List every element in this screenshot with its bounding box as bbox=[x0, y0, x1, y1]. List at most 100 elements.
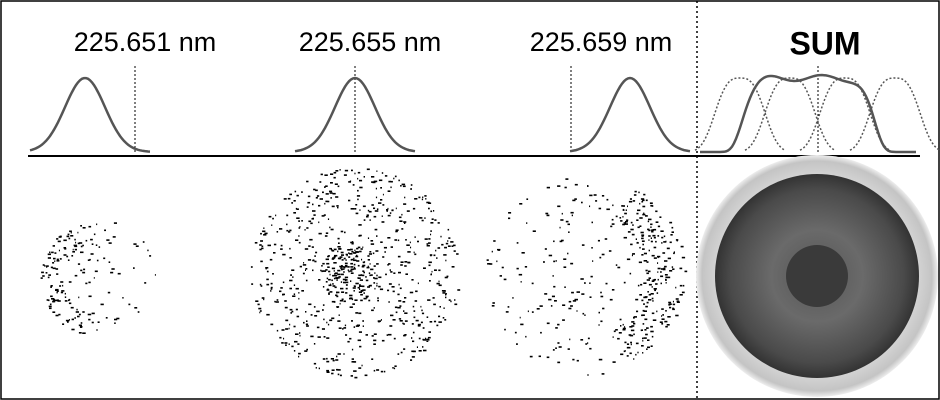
photon-dot bbox=[349, 270, 353, 272]
photon-dot bbox=[351, 241, 354, 243]
photon-dot bbox=[364, 374, 368, 377]
photon-dot bbox=[399, 305, 402, 307]
photon-dot bbox=[67, 259, 70, 261]
photon-dot bbox=[378, 276, 382, 279]
photon-dot bbox=[512, 297, 514, 299]
photon-dot bbox=[425, 198, 427, 200]
photon-dot bbox=[309, 238, 313, 241]
photon-dot bbox=[327, 200, 330, 203]
photon-dot bbox=[334, 272, 338, 274]
photon-dot bbox=[642, 337, 644, 340]
photon-dot bbox=[353, 259, 357, 262]
photon-dot bbox=[337, 237, 340, 240]
photon-dot bbox=[457, 289, 461, 291]
photon-dot bbox=[295, 308, 298, 311]
photon-dot bbox=[122, 297, 124, 299]
photon-dot bbox=[370, 243, 375, 245]
photon-dot bbox=[598, 207, 602, 210]
photon-dot bbox=[48, 274, 51, 276]
photon-dot bbox=[382, 204, 385, 206]
photon-dot bbox=[589, 282, 591, 284]
photon-dot bbox=[544, 248, 547, 250]
photon-dot bbox=[587, 374, 589, 376]
photon-dot bbox=[303, 321, 305, 324]
photon-dot bbox=[353, 257, 355, 260]
photon-dot bbox=[598, 324, 600, 326]
photon-dot bbox=[305, 311, 307, 313]
photon-dot bbox=[652, 319, 657, 321]
photon-dot bbox=[434, 269, 437, 271]
photon-dot bbox=[362, 264, 366, 267]
photon-dot bbox=[47, 253, 51, 256]
photon-dot bbox=[293, 200, 296, 202]
photon-dot bbox=[646, 348, 648, 350]
photon-dot bbox=[48, 299, 50, 302]
photon-dot bbox=[308, 303, 312, 306]
photon-dot bbox=[438, 284, 442, 287]
photon-dot bbox=[526, 222, 528, 224]
photon-dot bbox=[551, 295, 555, 298]
photon-dot bbox=[567, 223, 570, 226]
photon-dot bbox=[661, 315, 663, 317]
photon-dot bbox=[375, 187, 377, 190]
photon-dot bbox=[332, 285, 336, 287]
photon-dot bbox=[351, 358, 354, 360]
photon-dot bbox=[645, 333, 648, 336]
photon-dot bbox=[574, 198, 577, 200]
photon-dot bbox=[308, 220, 312, 223]
photon-dot bbox=[433, 210, 435, 212]
photon-dot bbox=[301, 191, 303, 193]
photon-dot bbox=[255, 300, 259, 302]
photon-dot bbox=[641, 329, 643, 331]
photon-dot bbox=[57, 240, 61, 243]
photon-dot bbox=[326, 370, 329, 373]
photon-dot bbox=[336, 291, 340, 294]
photon-dot bbox=[642, 314, 645, 316]
photon-dot bbox=[261, 297, 265, 299]
photon-dot bbox=[672, 303, 676, 306]
photon-dot bbox=[306, 325, 309, 327]
photon-dot bbox=[536, 308, 540, 310]
photon-dot bbox=[404, 334, 407, 336]
photon-dot bbox=[421, 312, 425, 315]
photon-dot bbox=[635, 298, 639, 301]
photon-dot bbox=[422, 196, 424, 199]
photon-dot bbox=[412, 350, 416, 353]
photon-dot bbox=[322, 304, 325, 306]
photon-dot bbox=[362, 205, 366, 208]
photon-dot bbox=[345, 287, 348, 290]
photon-dot bbox=[329, 190, 333, 193]
photon-dot bbox=[293, 284, 296, 286]
photon-dot bbox=[423, 267, 426, 269]
photon-dot bbox=[403, 323, 405, 325]
photon-dot bbox=[289, 247, 291, 250]
photon-dot bbox=[661, 323, 664, 325]
photon-dot bbox=[335, 170, 339, 172]
photon-dot bbox=[301, 290, 304, 292]
photon-dot bbox=[302, 272, 305, 275]
photon-dot bbox=[412, 340, 415, 343]
photon-dot bbox=[657, 267, 661, 270]
photon-dot bbox=[320, 269, 322, 272]
photon-dot bbox=[325, 281, 328, 283]
photon-dot bbox=[606, 198, 609, 201]
photon-dot bbox=[373, 265, 376, 267]
photon-dot bbox=[622, 323, 624, 326]
photon-dot bbox=[46, 265, 49, 267]
photon-dot bbox=[445, 296, 447, 299]
photon-dot bbox=[310, 222, 313, 225]
photon-dot bbox=[454, 299, 456, 301]
photon-dot bbox=[298, 220, 300, 222]
photon-dot bbox=[280, 244, 283, 247]
photon-dot bbox=[394, 175, 397, 178]
photon-dot bbox=[343, 257, 346, 260]
photon-dot bbox=[664, 260, 668, 262]
photon-dot bbox=[338, 327, 342, 329]
photon-dot bbox=[296, 217, 300, 219]
photon-dot bbox=[359, 250, 362, 253]
photon-dot bbox=[433, 254, 436, 257]
photon-dot bbox=[298, 241, 301, 244]
photon-dot bbox=[544, 293, 548, 295]
photon-dot bbox=[375, 250, 379, 252]
photon-dot bbox=[387, 190, 391, 192]
